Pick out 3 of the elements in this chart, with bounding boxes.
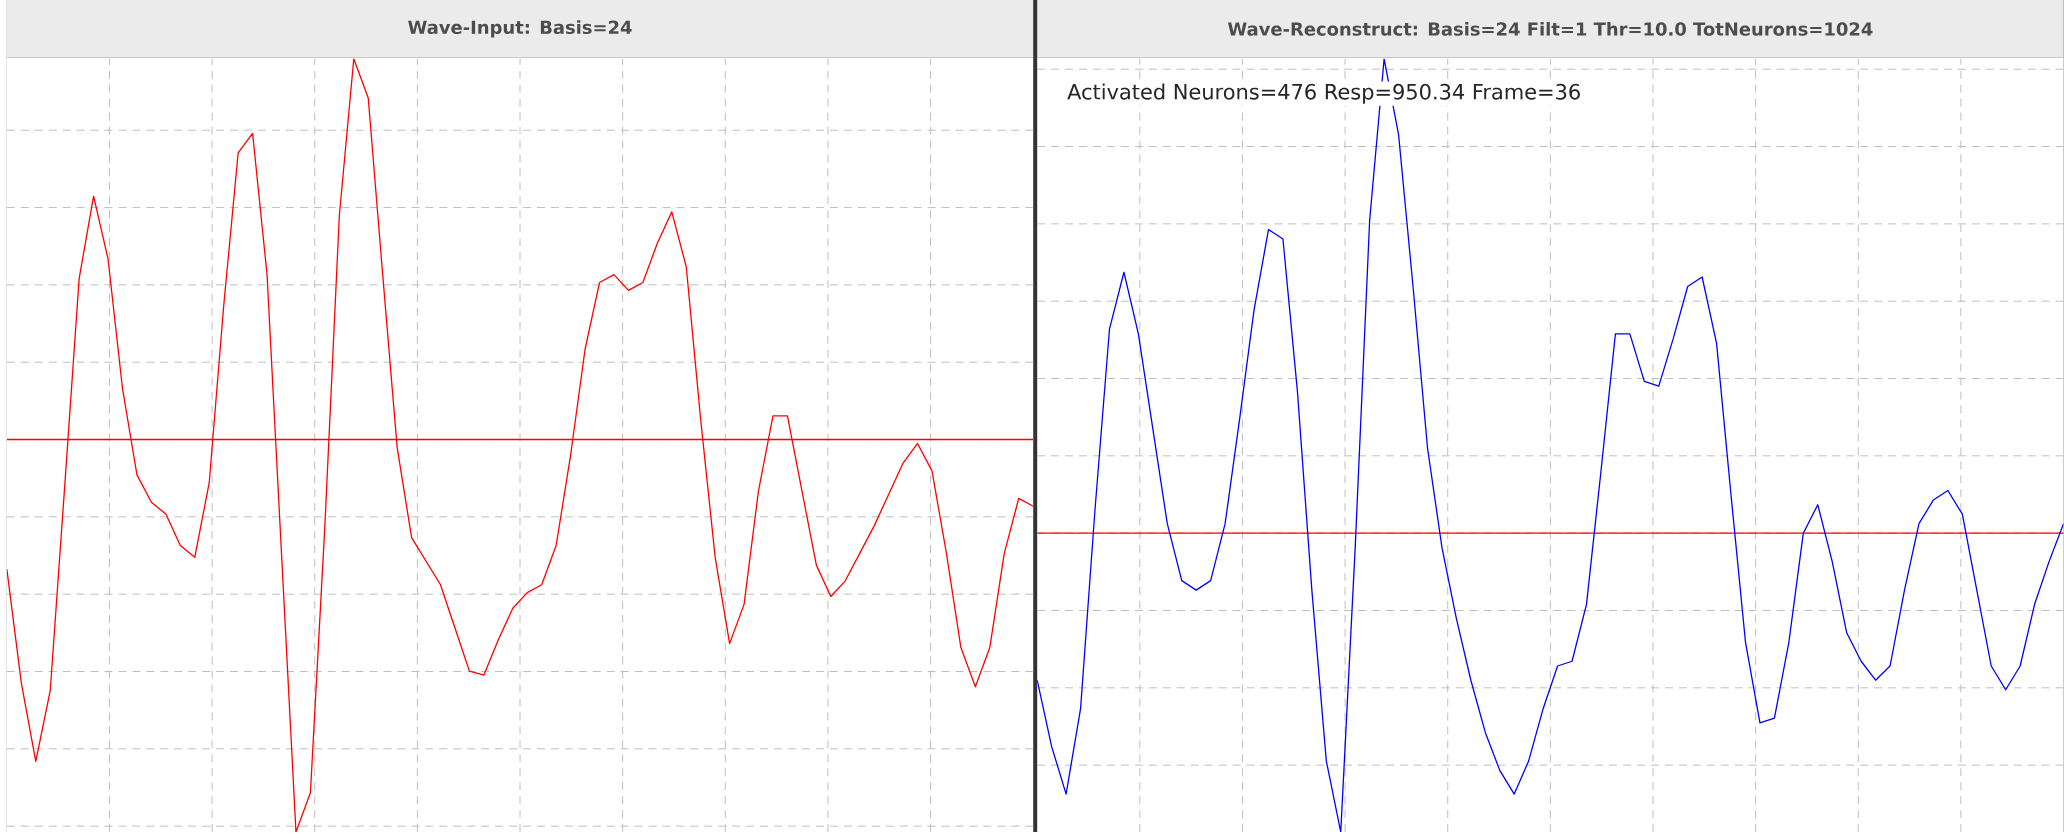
chart-title: Wave-Reconstruct: Basis=24 Filt=1 Thr=10.0 TotNeurons=1024 bbox=[1227, 22, 1873, 36]
chart-title: Wave-Input: Basis=24 bbox=[408, 20, 632, 38]
annotation: Activated Neurons=476 Resp=950.34 Frame=36 bbox=[1067, 83, 1580, 104]
